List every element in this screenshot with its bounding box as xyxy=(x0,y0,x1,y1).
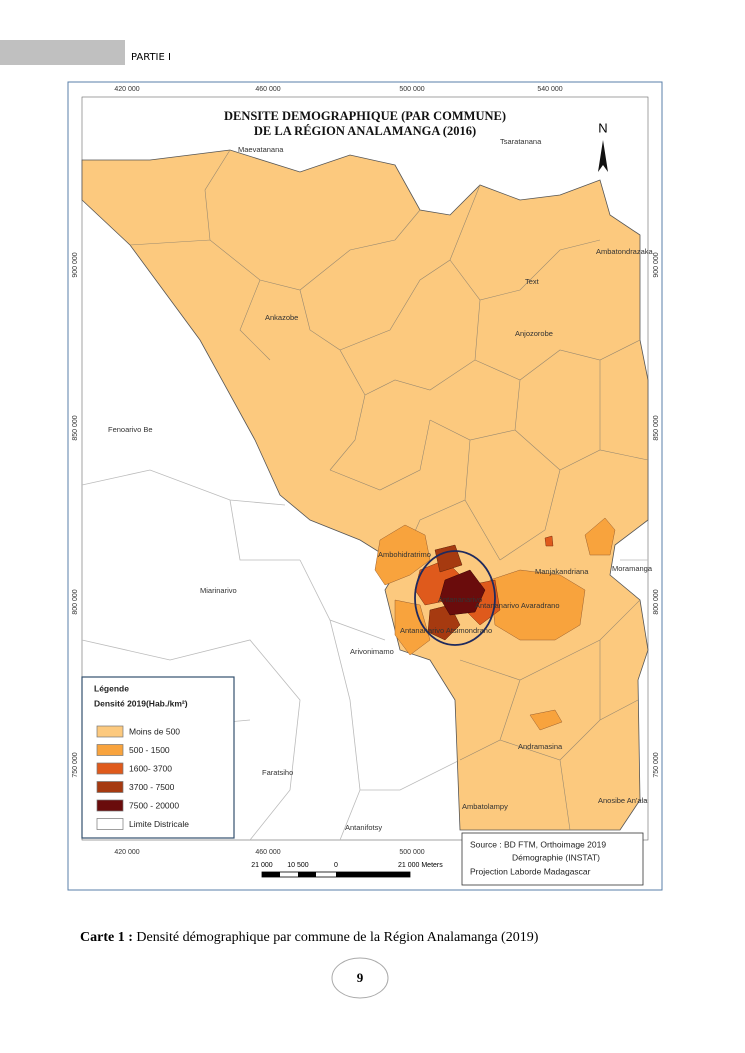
coord-label: 460 000 xyxy=(255,849,280,856)
scale-segment xyxy=(336,872,410,877)
place-label: Moramanga xyxy=(612,564,653,573)
legend-label: 500 - 1500 xyxy=(129,745,170,755)
scale-label: 10 500 xyxy=(287,862,309,869)
legend-swatch xyxy=(96,781,124,793)
coord-label: 460 000 xyxy=(255,86,280,93)
coord-label: 540 000 xyxy=(537,86,562,93)
commune xyxy=(439,569,486,616)
page-number: 9 xyxy=(357,970,364,985)
page-number-circle xyxy=(331,957,389,999)
source-line: Projection Laborde Madagascar xyxy=(470,866,591,876)
legend-title: Légende xyxy=(94,683,129,693)
source-box xyxy=(461,832,644,886)
place-label: Ambatolampy xyxy=(462,802,508,811)
commune xyxy=(374,524,431,586)
coord-label: 420 000 xyxy=(114,849,139,856)
coord-label: 750 000 xyxy=(653,752,660,777)
density-communes xyxy=(374,517,616,731)
place-label: Arivonimamo xyxy=(350,647,394,656)
scale-bar: 21 000 10 500 0 21 000 Meters xyxy=(251,862,443,878)
legend-swatch xyxy=(96,744,124,756)
place-label: Manjakandriana xyxy=(535,567,589,576)
coord-label: 500 000 xyxy=(399,849,424,856)
commune xyxy=(584,517,616,556)
caption: Carte 1 : Densité démographique par comm… xyxy=(80,930,539,945)
north-arrow xyxy=(598,140,608,172)
north-label: N xyxy=(598,120,607,135)
coord-label: 500 000 xyxy=(399,86,424,93)
place-label: Maevatanana xyxy=(238,145,284,154)
place-label: Text xyxy=(525,277,540,286)
header-label: PARTIE I xyxy=(131,52,171,63)
coord-label: 850 000 xyxy=(653,415,660,440)
legend-label: 3700 - 7500 xyxy=(129,782,175,792)
coord-label: 420 000 xyxy=(114,86,139,93)
place-label: Antananarivo xyxy=(438,595,482,604)
highlight-ellipse xyxy=(414,550,496,646)
map-title: DE LA RÉGION ANALAMANGA (2016) xyxy=(254,124,476,138)
map-title: DENSITE DEMOGRAPHIQUE (PAR COMMUNE) xyxy=(224,109,506,123)
coord-label: 900 000 xyxy=(653,252,660,277)
legend-swatch xyxy=(96,762,124,775)
commune xyxy=(544,535,554,547)
header-bar xyxy=(0,40,125,65)
place-label: Antanifotsy xyxy=(345,823,382,832)
place-label: Ambohidratrimo xyxy=(378,550,431,559)
commune xyxy=(489,569,586,641)
coord-label: 900 000 xyxy=(72,252,79,277)
coord-label: 800 000 xyxy=(653,589,660,614)
scale-segment xyxy=(262,872,280,877)
scale-label: 21 000 xyxy=(251,862,273,869)
scale-label: 21 000 Meters xyxy=(398,862,443,869)
place-label: Andramasina xyxy=(518,742,563,751)
legend-swatch xyxy=(96,818,124,830)
coord-label: 850 000 xyxy=(72,415,79,440)
region-outline xyxy=(81,149,649,831)
place-label: Antananarivo Atsimondrano xyxy=(400,626,492,635)
caption-text: Densité démographique par commune de la … xyxy=(133,930,539,945)
legend-subtitle: Densité 2019(Hab./km²) xyxy=(94,698,188,708)
legend-label: 1600- 3700 xyxy=(129,763,172,773)
place-label: Anjozorobe xyxy=(515,329,553,338)
scale-label: 0 xyxy=(334,862,338,869)
caption-label: Carte 1 : xyxy=(80,930,133,945)
place-label: Tsaratanana xyxy=(500,137,542,146)
place-label: Fenoarivo Be xyxy=(108,425,153,434)
place-label: Miarinarivo xyxy=(200,586,237,595)
legend-label: Limite Districale xyxy=(129,819,189,829)
coord-label: 800 000 xyxy=(72,589,79,614)
commune xyxy=(529,709,563,731)
legend-swatch xyxy=(96,725,124,738)
place-label: Anosibe An'ala xyxy=(598,796,648,805)
place-label: Faratsiho xyxy=(262,768,293,777)
source-line: Démographie (INSTAT) xyxy=(512,852,600,862)
commune-boundaries xyxy=(129,149,649,831)
legend: Légende Densité 2019(Hab./km²) Moins de … xyxy=(81,676,235,839)
place-label: Ambatondrazaka xyxy=(596,247,654,256)
scale-segment xyxy=(298,872,316,877)
legend-label: 7500 - 20000 xyxy=(129,800,179,810)
source-line: Source : BD FTM, Orthoimage 2019 xyxy=(470,839,606,849)
place-label: Antananarivo Avaradrano xyxy=(475,601,560,610)
legend-label: Moins de 500 xyxy=(129,726,180,736)
place-label: Ankazobe xyxy=(265,313,298,322)
legend-swatch xyxy=(96,799,124,812)
coord-label: 750 000 xyxy=(72,752,79,777)
